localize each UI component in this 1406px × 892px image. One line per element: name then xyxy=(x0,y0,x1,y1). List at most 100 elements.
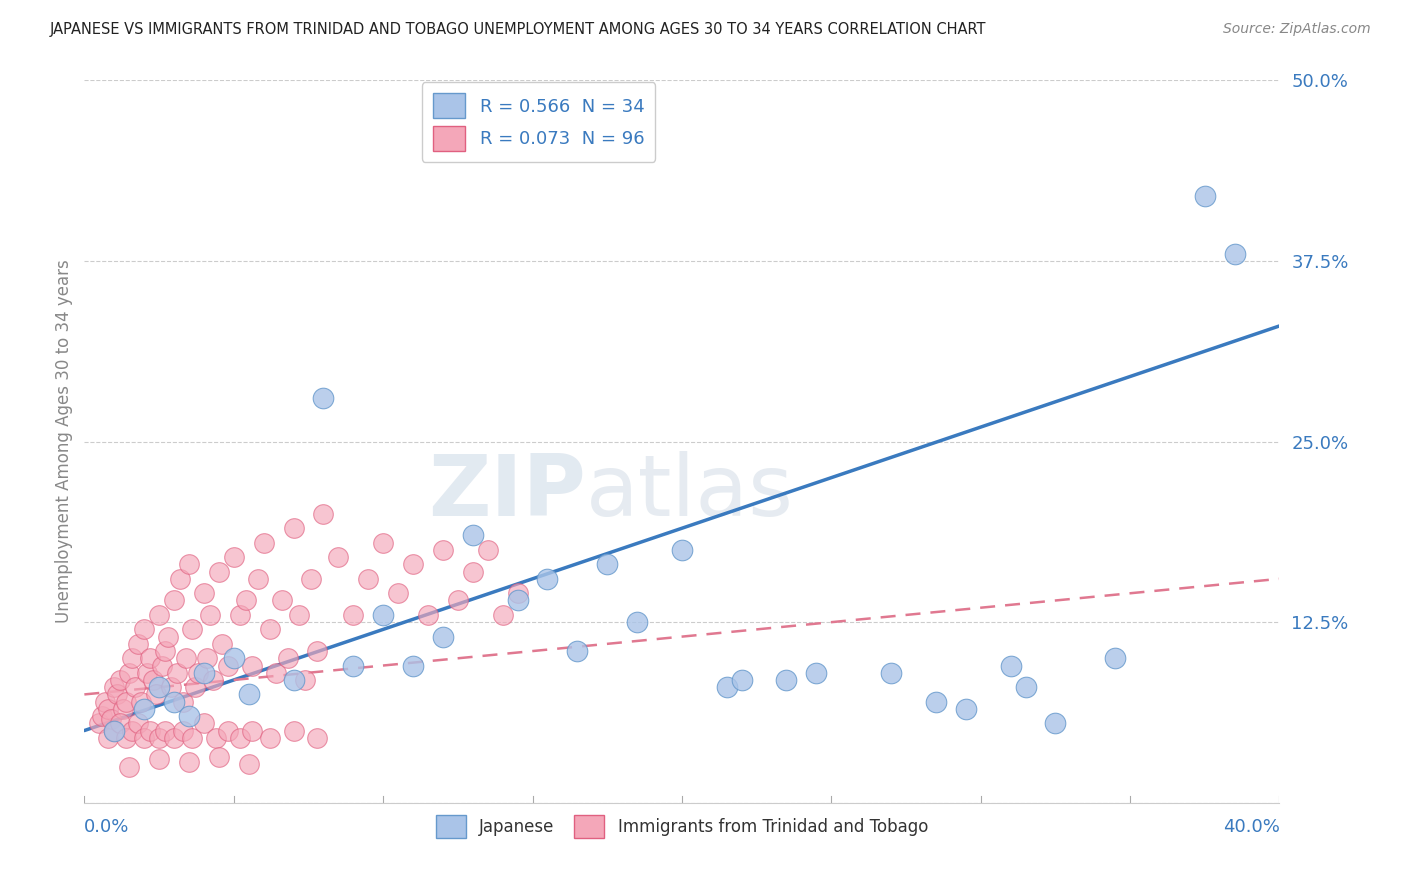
Point xyxy=(253,535,276,549)
Point xyxy=(100,712,122,726)
Point xyxy=(775,673,797,687)
Point xyxy=(301,572,323,586)
Point xyxy=(205,731,228,745)
Point xyxy=(312,391,335,405)
Point xyxy=(103,680,125,694)
Point xyxy=(110,673,132,687)
Point xyxy=(240,658,263,673)
Point xyxy=(177,756,200,770)
Point xyxy=(132,702,156,716)
Point xyxy=(1104,651,1126,665)
Point xyxy=(148,752,170,766)
Point xyxy=(283,723,305,738)
Point xyxy=(806,665,828,680)
Point xyxy=(1045,716,1067,731)
Point xyxy=(373,535,395,549)
Point xyxy=(492,607,515,622)
Point xyxy=(112,702,135,716)
Point xyxy=(211,637,233,651)
Point xyxy=(148,731,170,745)
Point xyxy=(163,593,186,607)
Point xyxy=(142,673,165,687)
Point xyxy=(139,651,162,665)
Point xyxy=(172,723,194,738)
Point xyxy=(716,680,738,694)
Point xyxy=(198,607,221,622)
Point xyxy=(477,542,499,557)
Y-axis label: Unemployment Among Ages 30 to 34 years: Unemployment Among Ages 30 to 34 years xyxy=(55,260,73,624)
Point xyxy=(373,607,395,622)
Point xyxy=(129,695,152,709)
Point xyxy=(416,607,439,622)
Point xyxy=(97,702,120,716)
Point xyxy=(342,658,364,673)
Point xyxy=(596,558,619,572)
Point xyxy=(208,749,231,764)
Point xyxy=(1014,680,1036,694)
Point xyxy=(148,607,170,622)
Point xyxy=(264,665,287,680)
Point xyxy=(342,607,364,622)
Point xyxy=(1194,189,1216,203)
Point xyxy=(626,615,648,630)
Point xyxy=(94,695,117,709)
Point xyxy=(115,731,138,745)
Point xyxy=(402,658,425,673)
Point xyxy=(461,528,484,542)
Point xyxy=(139,723,162,738)
Point xyxy=(145,687,167,701)
Point xyxy=(238,687,260,701)
Point xyxy=(172,695,194,709)
Text: Source: ZipAtlas.com: Source: ZipAtlas.com xyxy=(1223,22,1371,37)
Point xyxy=(127,716,149,731)
Point xyxy=(132,623,156,637)
Point xyxy=(136,665,159,680)
Point xyxy=(288,607,311,622)
Point xyxy=(97,731,120,745)
Point xyxy=(880,665,903,680)
Point xyxy=(163,731,186,745)
Point xyxy=(181,731,204,745)
Point xyxy=(193,586,215,600)
Text: ZIP: ZIP xyxy=(429,450,586,533)
Point xyxy=(731,673,754,687)
Point xyxy=(115,695,138,709)
Point xyxy=(208,565,231,579)
Point xyxy=(283,521,305,535)
Point xyxy=(89,716,111,731)
Point xyxy=(166,665,188,680)
Point xyxy=(127,637,149,651)
Text: JAPANESE VS IMMIGRANTS FROM TRINIDAD AND TOBAGO UNEMPLOYMENT AMONG AGES 30 TO 34: JAPANESE VS IMMIGRANTS FROM TRINIDAD AND… xyxy=(49,22,986,37)
Point xyxy=(222,651,245,665)
Point xyxy=(536,572,558,586)
Point xyxy=(217,723,239,738)
Point xyxy=(235,593,257,607)
Point xyxy=(270,593,292,607)
Point xyxy=(228,607,252,622)
Point xyxy=(283,673,305,687)
Point xyxy=(132,731,156,745)
Point xyxy=(246,572,269,586)
Point xyxy=(153,723,176,738)
Point xyxy=(157,630,180,644)
Point xyxy=(1223,246,1246,260)
Point xyxy=(103,723,125,738)
Point xyxy=(447,593,470,607)
Text: 0.0%: 0.0% xyxy=(84,818,129,836)
Point xyxy=(312,507,335,521)
Point xyxy=(187,665,209,680)
Point xyxy=(169,572,191,586)
Point xyxy=(160,680,183,694)
Point xyxy=(259,623,281,637)
Point xyxy=(174,651,197,665)
Point xyxy=(195,651,218,665)
Point xyxy=(193,665,215,680)
Point xyxy=(307,731,329,745)
Point xyxy=(103,723,125,738)
Point xyxy=(91,709,114,723)
Point xyxy=(193,716,215,731)
Point xyxy=(110,716,132,731)
Point xyxy=(402,558,425,572)
Point xyxy=(124,680,146,694)
Point xyxy=(121,723,143,738)
